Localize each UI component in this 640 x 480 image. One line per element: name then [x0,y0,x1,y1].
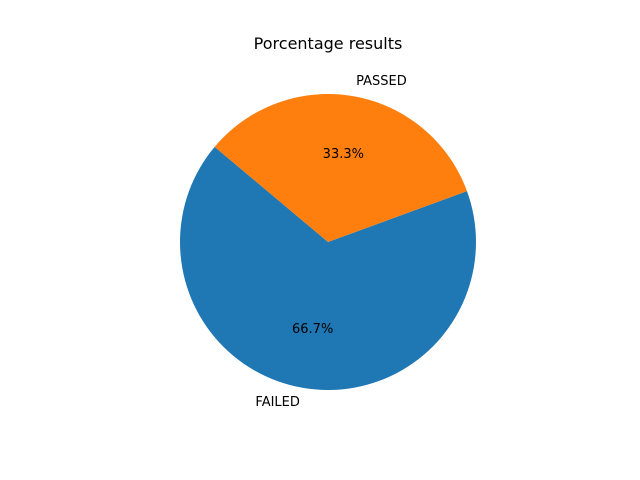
pie-slice-failed [180,146,477,391]
pct-label-failed: 66.7% [292,322,333,337]
pie-slices [180,94,477,391]
slice-label-failed: FAILED [255,395,299,410]
pie-labels: FAILED 66.7% PASSED 33.3% [255,74,406,410]
chart-title: Porcentage results [254,34,403,53]
pct-label-passed: 33.3% [323,147,364,162]
pie-slice-passed [214,94,467,242]
slice-label-passed: PASSED [356,74,407,89]
